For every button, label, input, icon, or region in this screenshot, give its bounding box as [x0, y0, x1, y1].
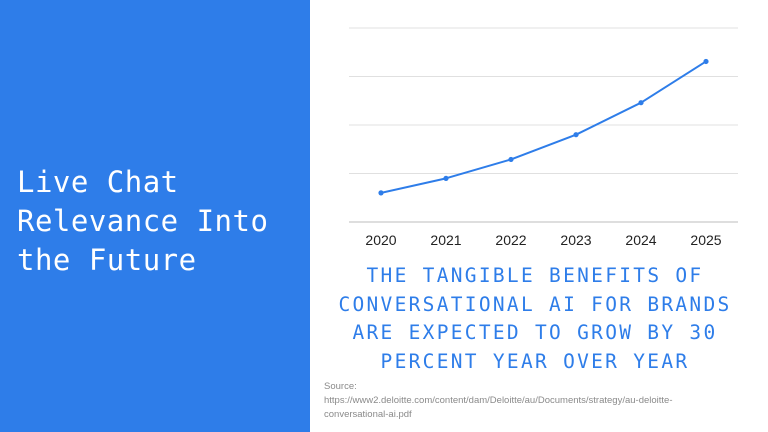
source-note: Source: https://www2.deloitte.com/conten…	[324, 380, 754, 422]
data-point	[573, 132, 579, 138]
source-url-line-1[interactable]: https://www2.deloitte.com/content/dam/De…	[324, 395, 673, 406]
growth-line-chart: 2020 2021 2022 2023 2024 2025	[330, 0, 760, 260]
data-point	[703, 58, 709, 65]
x-tick-label: 2022	[495, 232, 526, 248]
data-point	[443, 175, 449, 181]
data-point	[378, 190, 384, 196]
title-panel: Live Chat Relevance Into the Future	[0, 0, 310, 432]
slide-title: Live Chat Relevance Into the Future	[17, 163, 307, 280]
title-line-1: Live Chat	[17, 165, 179, 199]
title-line-3: the Future	[17, 243, 197, 277]
chart-caption: THE TANGIBLE BENEFITS OF CONVERSATIONAL …	[338, 264, 732, 373]
chart-svg: 2020 2021 2022 2023 2024 2025	[349, 27, 738, 248]
series-line	[380, 60, 707, 194]
title-line-2: Relevance Into	[17, 204, 269, 238]
data-point	[508, 156, 514, 163]
x-tick-label: 2020	[365, 232, 396, 248]
source-url-line-2[interactable]: conversational-ai.pdf	[324, 409, 412, 420]
data-point	[638, 100, 644, 106]
x-tick-label: 2024	[625, 232, 656, 248]
x-tick-label: 2025	[690, 232, 721, 248]
x-tick-label: 2023	[560, 232, 591, 248]
source-label: Source:	[324, 381, 357, 392]
x-tick-label: 2021	[430, 232, 461, 248]
